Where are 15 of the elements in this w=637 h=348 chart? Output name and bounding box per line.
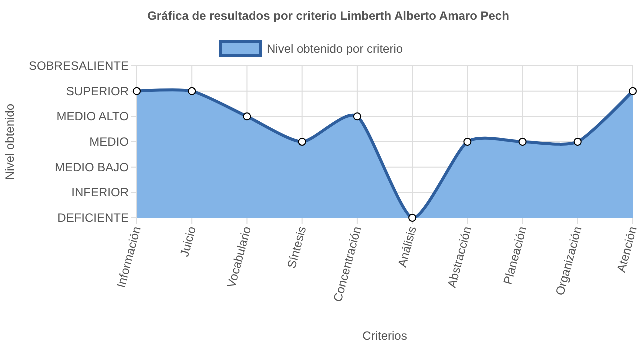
chart-title: Gráfica de resultados por criterio Limberth Alberto Amaro Pech bbox=[148, 9, 510, 23]
legend-label: Nivel obtenido por criterio bbox=[267, 42, 404, 56]
text: INFERIOR bbox=[72, 186, 130, 200]
x-tick-label: Juicio bbox=[178, 224, 200, 258]
x-axis-title: Criterios bbox=[362, 329, 408, 343]
text: SUPERIOR bbox=[66, 84, 130, 98]
text: SOBRESALIENTE bbox=[28, 59, 129, 73]
x-tick-label: Atención bbox=[614, 225, 637, 274]
text: DEFICIENTE bbox=[58, 211, 129, 225]
text: Nivel obtenido bbox=[3, 104, 17, 180]
text: MEDIO ALTO bbox=[56, 110, 129, 124]
text: MEDIO BAJO bbox=[54, 160, 129, 174]
x-tick-label: Análisis bbox=[395, 225, 420, 269]
x-tick-label: Síntesis bbox=[284, 225, 310, 270]
text: MEDIO bbox=[90, 135, 129, 149]
